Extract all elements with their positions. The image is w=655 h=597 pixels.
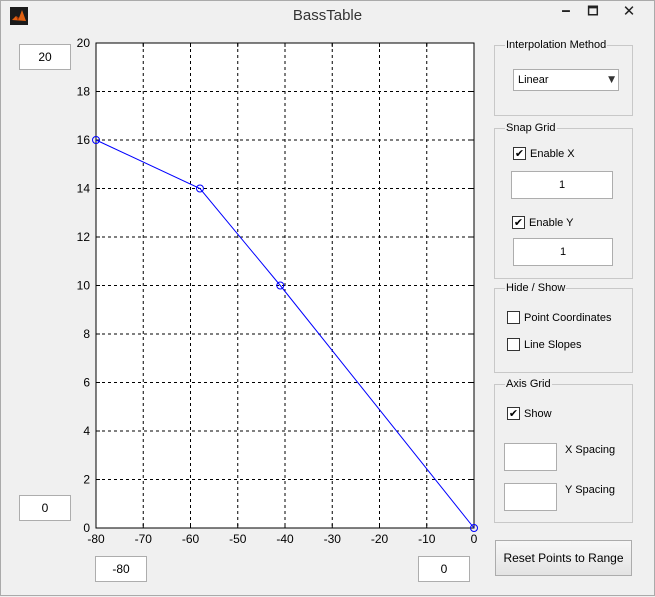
data-point-marker[interactable] — [470, 524, 478, 532]
y-tick-label: 18 — [77, 85, 91, 99]
x-tick-label: -70 — [135, 532, 153, 546]
enable-y-label: Enable Y — [529, 217, 574, 229]
data-point-marker[interactable] — [92, 136, 100, 144]
line-slopes-label: Line Slopes — [524, 339, 582, 351]
hide-show-panel-title: Hide / Show — [506, 282, 566, 294]
window-title: BassTable — [292, 7, 363, 24]
x-tick-label: -80 — [87, 532, 105, 546]
x-tick-label: -50 — [229, 532, 247, 546]
x-spacing-label: X Spacing — [565, 444, 616, 456]
interpolation-panel: Interpolation Method — [494, 39, 633, 116]
x-tick-label: -40 — [276, 532, 294, 546]
y-tick-label: 20 — [77, 36, 91, 50]
point-coordinates-checkbox[interactable] — [507, 311, 520, 324]
y-tick-label: 16 — [77, 133, 91, 147]
snap-y-field[interactable]: 1 — [513, 238, 613, 266]
x-tick-label: -20 — [371, 532, 389, 546]
line-slopes-checkbox[interactable] — [507, 338, 520, 351]
y-tick-label: 14 — [77, 182, 91, 196]
axis-grid-panel: Axis Grid — [494, 378, 633, 523]
close-button[interactable]: ✕ — [622, 2, 636, 20]
data-point-marker[interactable] — [195, 184, 204, 193]
show-grid-checkbox[interactable]: ✔ — [507, 407, 520, 420]
point-coordinates-label: Point Coordinates — [524, 312, 612, 324]
enable-y-checkbox[interactable]: ✔ — [512, 216, 525, 229]
interpolation-select[interactable]: Linear ▼ — [513, 69, 619, 91]
x-min-field[interactable]: -80 — [95, 556, 147, 582]
series-line — [95, 139, 475, 529]
x-tick-label: -10 — [418, 532, 436, 546]
show-grid-label: Show — [524, 408, 552, 420]
enable-x-label: Enable X — [530, 148, 575, 160]
y-tick-label: 6 — [83, 376, 90, 390]
axis-grid-panel-title: Axis Grid — [506, 378, 551, 390]
plot-area[interactable]: -80 -70 -60 -50 -40 -30 -20 -10 0024681012141618… — [1, 1, 491, 597]
snap-grid-panel: Snap Grid — [494, 122, 633, 279]
title-bar: BassTable 🗕 🗖 ✕ — [1, 1, 654, 31]
matlab-icon — [10, 7, 28, 25]
y-tick-label: 0 — [83, 521, 90, 535]
snap-x-field[interactable]: 1 — [511, 171, 613, 199]
y-spacing-field[interactable] — [504, 483, 557, 511]
interpolation-selected-value: Linear — [518, 74, 549, 86]
x-max-field[interactable]: 0 — [418, 556, 470, 582]
y-max-field[interactable]: 20 — [19, 44, 71, 70]
interpolation-panel-title: Interpolation Method — [506, 39, 607, 51]
hide-show-panel: Hide / Show — [494, 282, 633, 373]
y-min-field[interactable]: 0 — [19, 495, 71, 521]
data-point-marker[interactable] — [276, 281, 285, 290]
y-tick-label: 12 — [77, 230, 91, 244]
x-tick-label: -30 — [324, 532, 342, 546]
x-tick-label: 0 — [471, 532, 478, 546]
reset-points-button[interactable]: Reset Points to Range — [495, 540, 632, 576]
x-spacing-field[interactable] — [504, 443, 557, 471]
y-spacing-label: Y Spacing — [565, 484, 615, 496]
enable-x-checkbox[interactable]: ✔ — [513, 147, 526, 160]
chevron-down-icon: ▼ — [608, 75, 615, 85]
y-tick-label: 10 — [77, 279, 91, 293]
y-tick-label: 4 — [83, 424, 90, 438]
y-tick-label: 2 — [83, 473, 90, 487]
maximize-button[interactable]: 🗖 — [587, 4, 599, 18]
snap-grid-panel-title: Snap Grid — [506, 122, 556, 134]
x-tick-label: -60 — [182, 532, 200, 546]
y-tick-label: 8 — [83, 327, 90, 341]
minimize-button[interactable]: 🗕 — [561, 3, 571, 18]
